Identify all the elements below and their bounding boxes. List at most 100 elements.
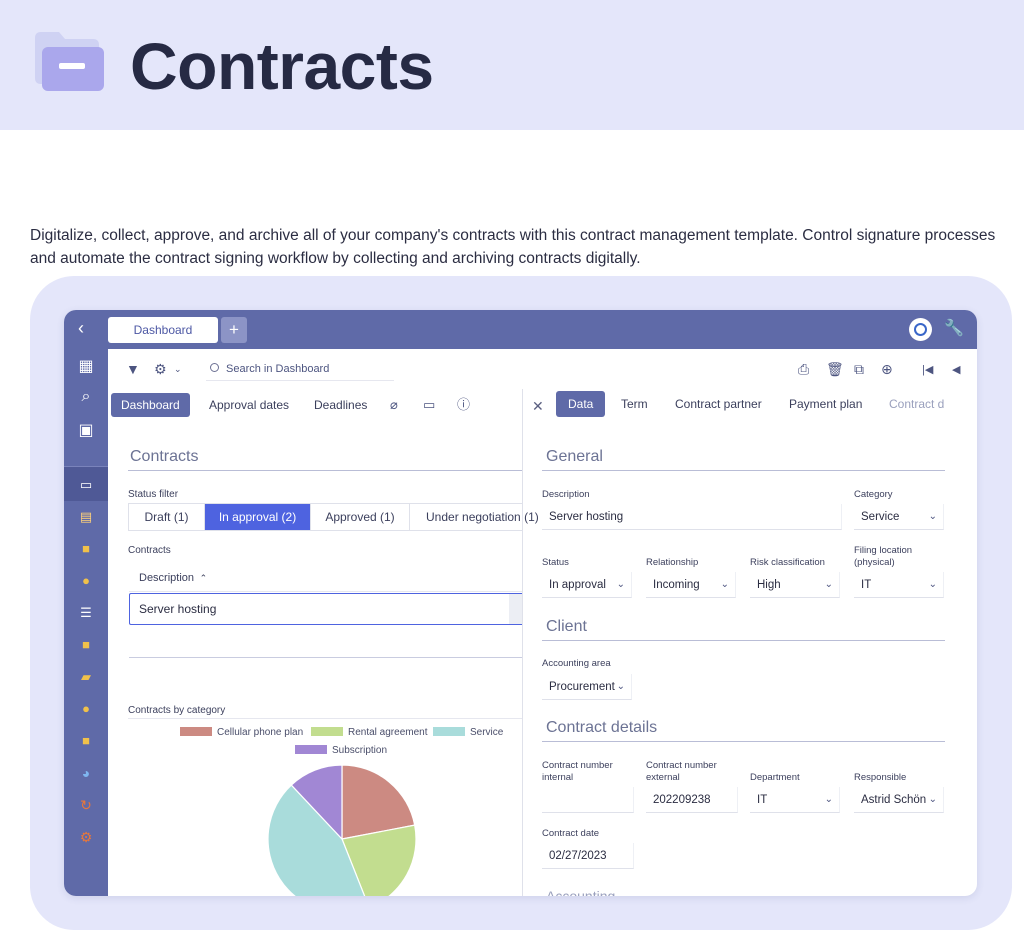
first-record-icon[interactable]: |◀ xyxy=(922,364,934,376)
add-tab-button[interactable]: + xyxy=(221,317,247,343)
relationship-label: Relationship xyxy=(646,557,699,568)
filter-approved[interactable]: Approved (1) xyxy=(311,504,410,530)
print-icon[interactable]: ⎙ xyxy=(798,361,810,377)
department-select[interactable]: IT ⌄ xyxy=(750,787,840,813)
department-value: IT xyxy=(757,794,768,806)
list-bottom-divider xyxy=(129,657,523,658)
group-icon[interactable]: ● xyxy=(82,701,90,716)
general-divider xyxy=(542,470,945,471)
wrench-icon[interactable]: 🔧 xyxy=(944,320,964,337)
sort-asc-icon: ⌃ xyxy=(197,573,208,583)
open-folder-icon[interactable]: ▰ xyxy=(81,669,91,684)
department-label: Department xyxy=(750,772,800,783)
status-filter-label: Status filter xyxy=(128,489,179,500)
column-header-description[interactable]: Description ⌃ xyxy=(139,572,207,584)
tab-dashboard-panel[interactable]: Dashboard xyxy=(111,393,190,417)
contract-date-field[interactable]: 02/27/2023 xyxy=(542,843,634,869)
pie-chart-icon[interactable]: ◕ xyxy=(81,765,91,781)
refresh-icon[interactable]: ↻ xyxy=(80,797,92,813)
search-icon[interactable]: ⌕ xyxy=(81,388,91,405)
category-select[interactable]: Service ⌄ xyxy=(854,504,944,530)
section-divider xyxy=(128,470,522,471)
tab-data[interactable]: Data xyxy=(556,391,606,417)
tab-dashboard[interactable]: Dashboard xyxy=(108,317,218,343)
add-circle-icon[interactable]: ⊕ xyxy=(881,361,893,377)
relationship-select[interactable]: Incoming ⌄ xyxy=(646,572,736,598)
risk-select[interactable]: High ⌄ xyxy=(750,572,840,598)
chart-label: Contracts by category xyxy=(128,705,226,716)
column-header-label: Description xyxy=(139,572,195,584)
comment-icon[interactable]: ▭ xyxy=(423,397,436,412)
trash-icon[interactable]: 🗑 xyxy=(826,361,844,377)
form-icon[interactable]: ▤ xyxy=(79,509,93,524)
relationship-value: Incoming xyxy=(653,579,700,591)
chevron-down-icon: ⌄ xyxy=(928,579,937,590)
external-number-label: Contract number external xyxy=(646,760,717,783)
grid-icon[interactable]: ▦ xyxy=(78,358,94,375)
chevron-down-icon: ⌄ xyxy=(824,794,833,805)
tab-term[interactable]: Term xyxy=(621,397,648,411)
legend-swatch xyxy=(295,745,327,754)
responsible-select[interactable]: Astrid Schön ⌄ xyxy=(854,787,944,813)
legend-label: Rental agreement xyxy=(348,727,428,738)
pie-slice-cellular-phone-plan xyxy=(341,764,416,840)
filter-in-approval[interactable]: In approval (2) xyxy=(205,504,311,530)
dashboard-icon[interactable]: ▭ xyxy=(79,477,93,492)
filter-draft[interactable]: Draft (1) xyxy=(129,504,205,530)
contracts-section-title: Contracts xyxy=(130,448,199,465)
previous-record-icon[interactable]: ◀ xyxy=(952,364,961,376)
person-icon[interactable]: ● xyxy=(82,573,90,588)
external-number-field[interactable]: 202209238 xyxy=(646,787,738,813)
risk-value: High xyxy=(757,579,781,591)
settings-gear-icon[interactable]: ⚙ xyxy=(79,829,93,845)
tab-contract-partner[interactable]: Contract partner xyxy=(675,397,762,411)
description-value: Server hosting xyxy=(549,511,624,523)
legend-label: Subscription xyxy=(332,745,388,756)
tab-deadlines[interactable]: Deadlines xyxy=(314,398,368,412)
tab-contract-details[interactable]: Contract d xyxy=(889,397,945,411)
page-header: Contracts xyxy=(0,0,1024,130)
filter-icon[interactable]: ▼ xyxy=(126,361,140,377)
download-folder-icon[interactable]: ■ xyxy=(82,733,90,748)
checklist-icon[interactable]: ☰ xyxy=(80,605,92,620)
info-icon[interactable]: ⓘ xyxy=(457,397,471,412)
copy-icon[interactable]: ⧉ xyxy=(854,361,864,377)
panel-divider[interactable] xyxy=(522,389,523,896)
filing-select[interactable]: IT ⌄ xyxy=(854,572,944,598)
accounting-area-select[interactable]: Procurement ⌄ xyxy=(542,674,632,700)
pie-slice-subscription xyxy=(290,764,343,841)
legend-item: Service xyxy=(433,727,503,738)
back-icon[interactable]: ‹ xyxy=(78,318,84,338)
internal-number-label: Contract number internal xyxy=(542,760,613,783)
attachment-icon[interactable]: ⌀ xyxy=(390,397,398,412)
chevron-down-icon: ⌄ xyxy=(928,794,937,805)
filter-under-negotiation[interactable]: Under negotiation (1) xyxy=(426,510,539,524)
tab-approval-dates[interactable]: Approval dates xyxy=(209,398,290,412)
responsible-value: Astrid Schön xyxy=(861,794,927,806)
folder-icon-2[interactable]: ■ xyxy=(82,637,90,652)
internal-number-field[interactable] xyxy=(542,787,634,813)
legend-label: Cellular phone plan xyxy=(217,727,304,738)
chevron-down-icon[interactable]: ⌄ xyxy=(174,364,182,374)
tab-payment-plan[interactable]: Payment plan xyxy=(789,397,863,411)
sidebar-divider xyxy=(64,466,108,467)
legend-swatch xyxy=(311,727,343,736)
close-icon[interactable]: ✕ xyxy=(532,398,544,414)
contact-folder-icon[interactable]: ■ xyxy=(82,541,90,556)
pie-slice-rental-agreement xyxy=(341,824,417,896)
description-field[interactable]: Server hosting xyxy=(542,504,842,530)
toolbar: ▼ ⚙ ⌄ Search in Dashboard ⎙ 🗑 ⧉ ⊕ |◀ ◀ ▶… xyxy=(108,349,977,389)
help-icon[interactable] xyxy=(909,318,932,341)
search-input[interactable]: Search in Dashboard xyxy=(206,359,394,381)
filing-label: Filing location (physical) xyxy=(854,545,913,568)
contracts-list-label: Contracts xyxy=(128,545,171,556)
accounting-area-label: Accounting area xyxy=(542,658,611,669)
table-row[interactable]: Server hosting xyxy=(129,593,523,625)
gear-icon[interactable]: ⚙ xyxy=(154,361,167,377)
calendar-icon[interactable]: ▣ xyxy=(78,422,94,439)
external-number-value: 202209238 xyxy=(653,794,711,806)
risk-label: Risk classification xyxy=(750,557,825,568)
chevron-down-icon: ⌄ xyxy=(720,579,729,590)
sidebar: ▦ ⌕ ▣ ▭ ▤ ■ ● ☰ ■ ▰ ● ■ ◕ ↻ ⚙ xyxy=(64,349,108,896)
status-select[interactable]: In approval ⌄ xyxy=(542,572,632,598)
